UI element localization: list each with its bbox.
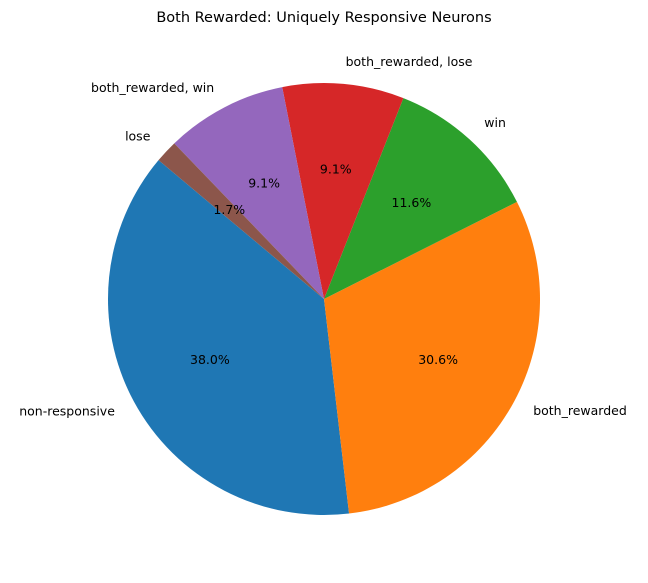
- pie-slice-both-rewarded-win: [174, 87, 324, 299]
- pie-slices: [107, 82, 541, 515]
- pct-label-both-rewarded-win: 9.1%: [248, 176, 280, 191]
- pct-label-lose: 1.7%: [213, 202, 245, 217]
- slice-labels: non-responsive both_rewarded win both_rewar…: [19, 54, 627, 418]
- pie-slice-lose: [158, 143, 324, 299]
- slice-label-lose: lose: [125, 128, 151, 143]
- slice-label-both-rewarded-lose: both_rewarded, lose: [346, 54, 473, 69]
- percentage-labels: 38.0% 30.6%11.6%9.1%9.1%1.7%: [190, 161, 458, 367]
- slice-label-both-rewarded-win: both_rewarded, win: [91, 80, 214, 95]
- pie-slice-both-rewarded-lose: [282, 82, 404, 299]
- slice-label-non-responsive: non-responsive: [19, 403, 115, 418]
- pie-slice-non-responsive: [107, 160, 350, 515]
- slice-label-both-rewarded: both_rewarded: [533, 403, 627, 418]
- pie-slice-both-rewarded: [324, 201, 541, 514]
- pct-label-win: 11.6%: [392, 195, 432, 210]
- pct-label-both-rewarded: 30.6%: [418, 352, 458, 367]
- pie-slice-win: [324, 98, 517, 300]
- chart-title: Both Rewarded: Uniquely Responsive Neuro…: [156, 10, 491, 26]
- pct-label-both-rewarded-lose: 9.1%: [320, 161, 352, 176]
- slice-label-win: win: [484, 115, 506, 130]
- pct-label-non-responsive: 38.0%: [190, 352, 230, 367]
